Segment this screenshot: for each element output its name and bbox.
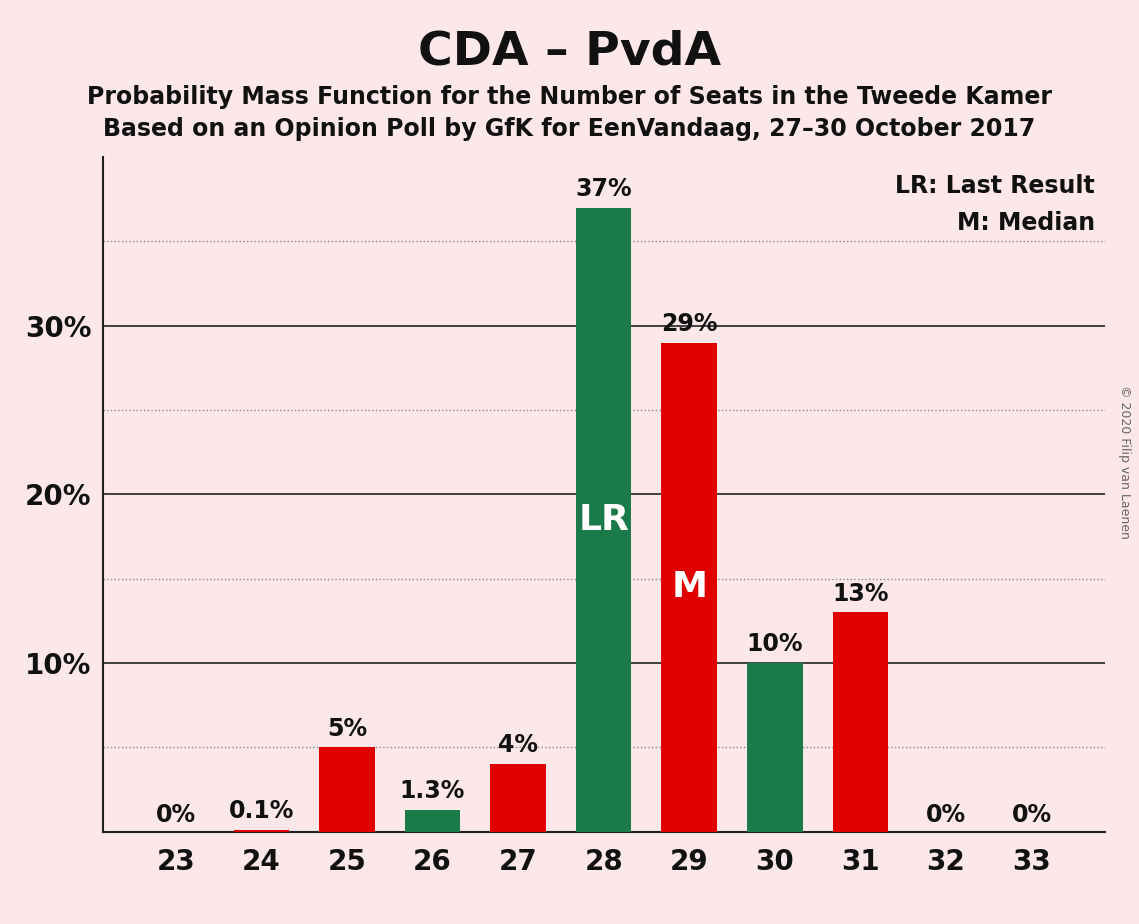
Text: 13%: 13% [833,581,888,605]
Text: 29%: 29% [661,311,718,335]
Bar [747,663,803,832]
Text: 0%: 0% [926,803,966,827]
Bar [490,764,546,832]
Text: M: Median: M: Median [957,211,1095,235]
Text: 0%: 0% [156,803,196,827]
Text: Based on an Opinion Poll by GfK for EenVandaag, 27–30 October 2017: Based on an Opinion Poll by GfK for EenV… [104,117,1035,141]
Bar [233,830,289,832]
Text: 10%: 10% [746,632,803,656]
Text: 4%: 4% [498,734,538,758]
Text: CDA – PvdA: CDA – PvdA [418,30,721,75]
Text: 0.1%: 0.1% [229,799,294,823]
Bar [576,208,631,832]
Text: LR: Last Result: LR: Last Result [895,174,1095,198]
Text: LR: LR [579,503,629,537]
Text: © 2020 Filip van Laenen: © 2020 Filip van Laenen [1118,385,1131,539]
Text: 1.3%: 1.3% [400,779,465,803]
Text: 0%: 0% [1011,803,1051,827]
Text: 37%: 37% [575,176,632,201]
Text: 5%: 5% [327,716,367,740]
Bar [662,343,718,832]
Text: Probability Mass Function for the Number of Seats in the Tweede Kamer: Probability Mass Function for the Number… [87,85,1052,109]
Text: M: M [671,570,707,604]
Bar [319,748,375,832]
Bar [404,809,460,832]
Bar [833,613,888,832]
